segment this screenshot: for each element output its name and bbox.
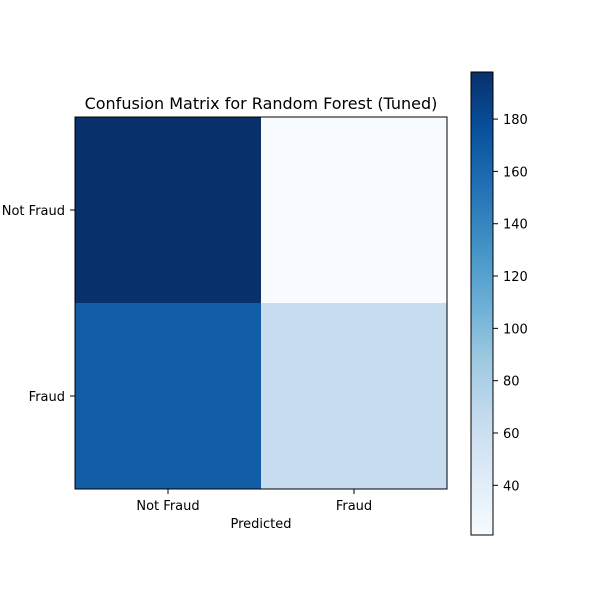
cell-fraud-vs-not-fraud	[75, 303, 262, 490]
colorbar-tick-label: 80	[503, 375, 520, 390]
x-axis-ticks: Not Fraud Fraud	[136, 489, 372, 514]
x-tick-label: Fraud	[336, 499, 372, 514]
colorbar-tick-label: 180	[503, 113, 528, 128]
colorbar-tick-label: 40	[503, 479, 520, 494]
y-tick-label: Fraud	[29, 390, 65, 405]
x-tick-label: Not Fraud	[136, 499, 199, 514]
colorbar-tick-label: 140	[503, 218, 528, 233]
colorbar-tick-label: 60	[503, 427, 520, 442]
y-axis-ticks: Not Fraud Fraud	[2, 204, 75, 405]
colorbar	[470, 71, 494, 536]
colorbar-tick-label: 120	[503, 270, 528, 285]
chart-title: Confusion Matrix for Random Forest (Tune…	[85, 94, 438, 113]
cell-fraud-vs-fraud	[261, 303, 448, 490]
plot-frame	[74, 116, 448, 490]
cell-not-fraud-vs-not-fraud	[75, 117, 262, 304]
heatmap-cells	[75, 117, 448, 490]
x-axis-label: Predicted	[230, 517, 291, 532]
y-tick-label: Not Fraud	[2, 204, 65, 219]
colorbar-tick-label: 160	[503, 165, 528, 180]
colorbar-tick-label: 100	[503, 322, 528, 337]
colorbar-ticks: 40 60 80 100 120 140 160 180	[493, 113, 528, 494]
cell-not-fraud-vs-fraud	[261, 117, 448, 304]
